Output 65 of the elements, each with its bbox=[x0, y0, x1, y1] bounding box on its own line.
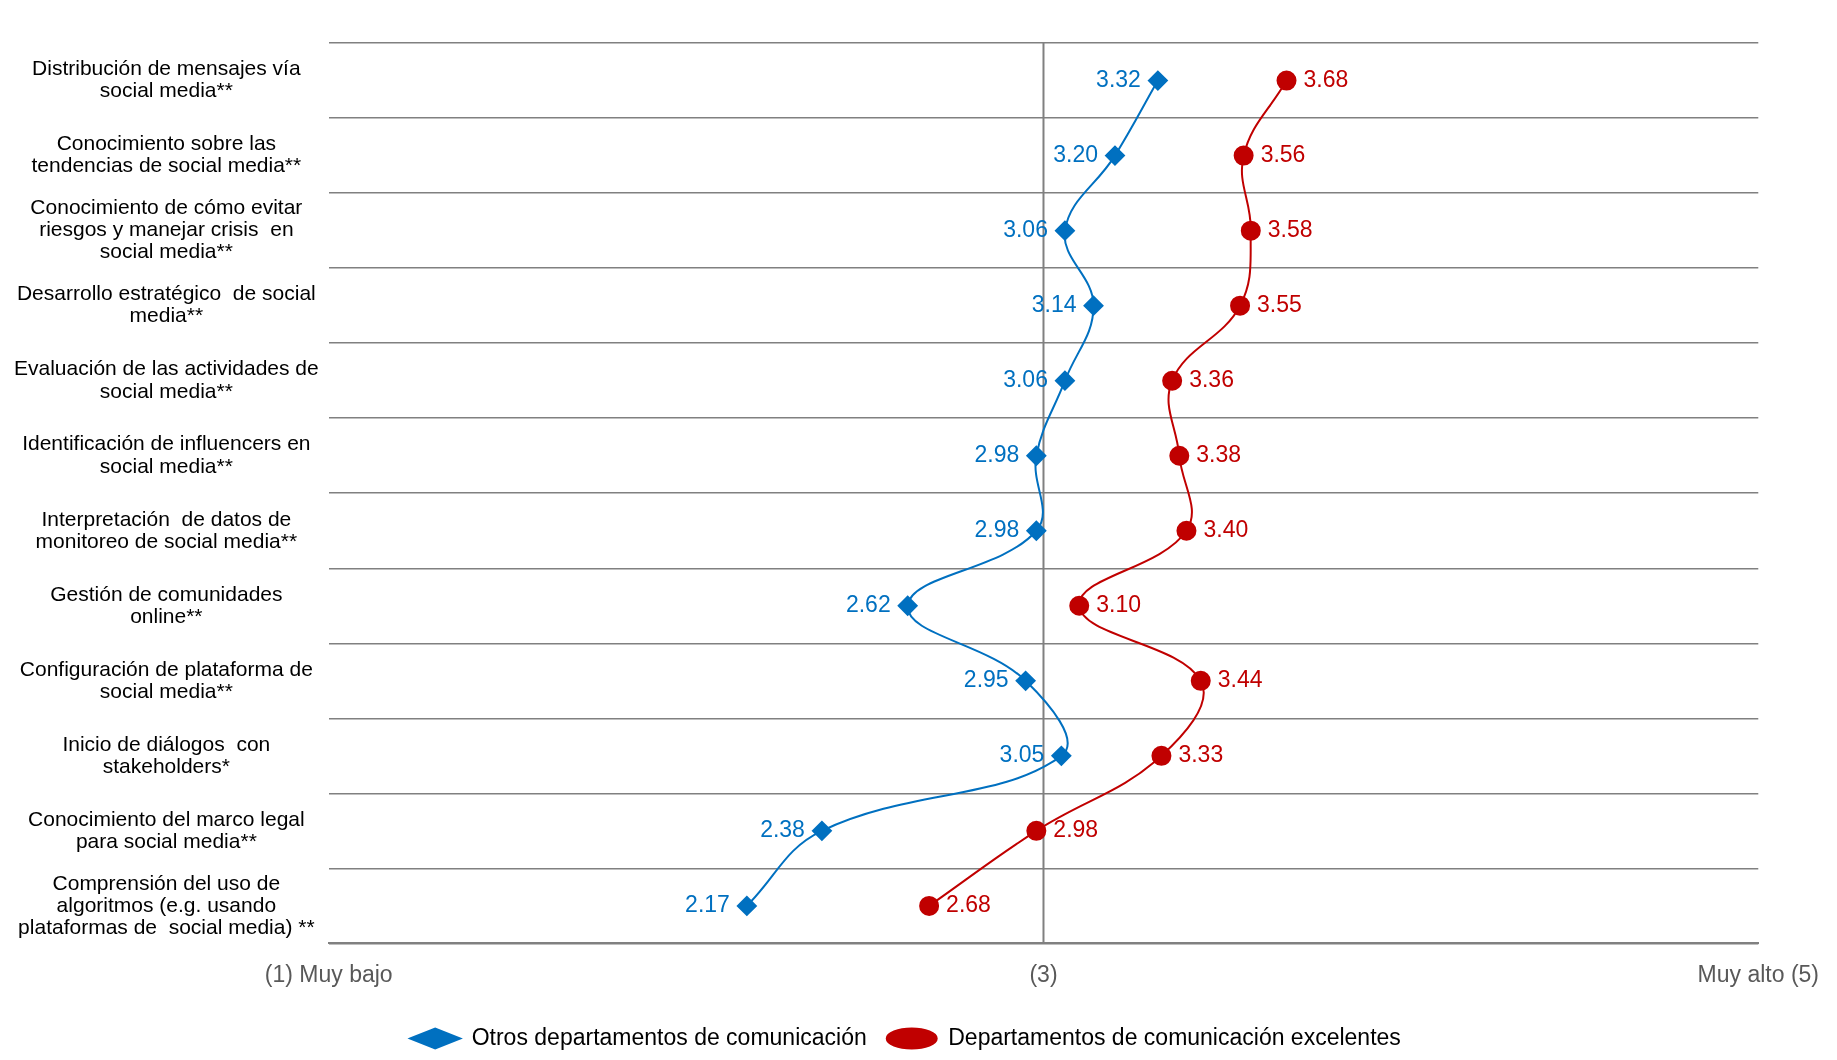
y-tick-label: Configuración de plataforma de social media** bbox=[19, 656, 313, 702]
point bbox=[1151, 745, 1172, 766]
point bbox=[1104, 145, 1125, 166]
x-tick-label: (3) bbox=[1029, 960, 1058, 987]
data-label: 2.68 bbox=[946, 891, 991, 918]
point bbox=[1026, 820, 1047, 841]
point bbox=[1054, 370, 1075, 391]
data-label: 3.44 bbox=[1217, 666, 1263, 693]
data-label: 3.58 bbox=[1267, 215, 1313, 242]
point bbox=[1240, 220, 1261, 241]
y-tick-label: Conocimiento de cómo evitar riesgos y manejar crisis en social media** bbox=[30, 195, 303, 263]
data-label: 3.33 bbox=[1178, 741, 1224, 768]
data-label: 3.20 bbox=[1053, 140, 1098, 167]
y-tick-label: Inicio de diálogos con stakeholders* bbox=[62, 731, 271, 777]
data-label: 3.56 bbox=[1260, 140, 1306, 167]
point bbox=[1026, 520, 1047, 541]
y-tick-label: Conocimiento del marco legal para social media** bbox=[28, 806, 305, 852]
data-label: 2.98 bbox=[1053, 816, 1099, 843]
y-tick-label: Distribución de mensajes vía social media** bbox=[32, 56, 301, 102]
point bbox=[1147, 70, 1168, 91]
point bbox=[1051, 745, 1072, 766]
point bbox=[1169, 445, 1190, 466]
point bbox=[1176, 520, 1197, 541]
y-tick-label: Comprensión del uso de algoritmos (e.g. usando plataformas de social media) ** bbox=[18, 870, 315, 938]
y-tick-label: Desarrollo estratégico de social media** bbox=[16, 281, 316, 327]
y-tick-label: Conocimiento sobre las tendencias de social media** bbox=[31, 131, 302, 177]
data-label: 3.36 bbox=[1189, 366, 1234, 393]
y-tick-label: Evaluación de las actividades de social media** bbox=[14, 356, 319, 402]
point bbox=[1054, 220, 1075, 241]
data-label: 3.06 bbox=[1003, 215, 1048, 242]
x-tick-label: Muy alto (5) bbox=[1697, 960, 1820, 987]
data-label: 3.68 bbox=[1303, 65, 1349, 92]
y-tick-label: Gestión de comunidades online** bbox=[50, 581, 283, 627]
point bbox=[811, 820, 832, 841]
data-label: 2.95 bbox=[963, 666, 1009, 693]
data-label: 2.98 bbox=[974, 441, 1020, 468]
x-tick-label: (1) Muy bajo bbox=[264, 960, 393, 987]
point bbox=[919, 895, 940, 916]
point bbox=[1190, 670, 1211, 691]
data-label: 2.62 bbox=[845, 591, 891, 618]
data-label: 3.32 bbox=[1096, 65, 1141, 92]
y-tick-label: Identificación de influencers en social media** bbox=[22, 431, 311, 477]
point bbox=[1230, 295, 1251, 316]
point bbox=[1083, 295, 1104, 316]
legend-label: Departamentos de comunicación excelentes bbox=[948, 1023, 1401, 1050]
point bbox=[736, 895, 757, 916]
data-label: 3.40 bbox=[1203, 516, 1249, 543]
data-label: 3.38 bbox=[1196, 441, 1242, 468]
y-tick-label: Interpretación de datos de monitoreo de social media** bbox=[35, 506, 298, 552]
data-label: 3.06 bbox=[1003, 366, 1048, 393]
point bbox=[1015, 670, 1036, 691]
data-label: 3.10 bbox=[1096, 591, 1141, 618]
data-label: 3.55 bbox=[1257, 291, 1302, 318]
point bbox=[1026, 445, 1047, 466]
point bbox=[1162, 370, 1183, 391]
point bbox=[897, 595, 918, 616]
data-label: 2.17 bbox=[685, 891, 730, 918]
data-label: 2.38 bbox=[760, 816, 805, 843]
data-label: 3.14 bbox=[1031, 291, 1077, 318]
point bbox=[1276, 70, 1297, 91]
point bbox=[1233, 145, 1254, 166]
legend-label: Otros departamentos de comunicación bbox=[471, 1023, 867, 1050]
point bbox=[1069, 595, 1090, 616]
data-label: 2.98 bbox=[974, 516, 1020, 543]
data-label: 3.05 bbox=[999, 741, 1045, 768]
